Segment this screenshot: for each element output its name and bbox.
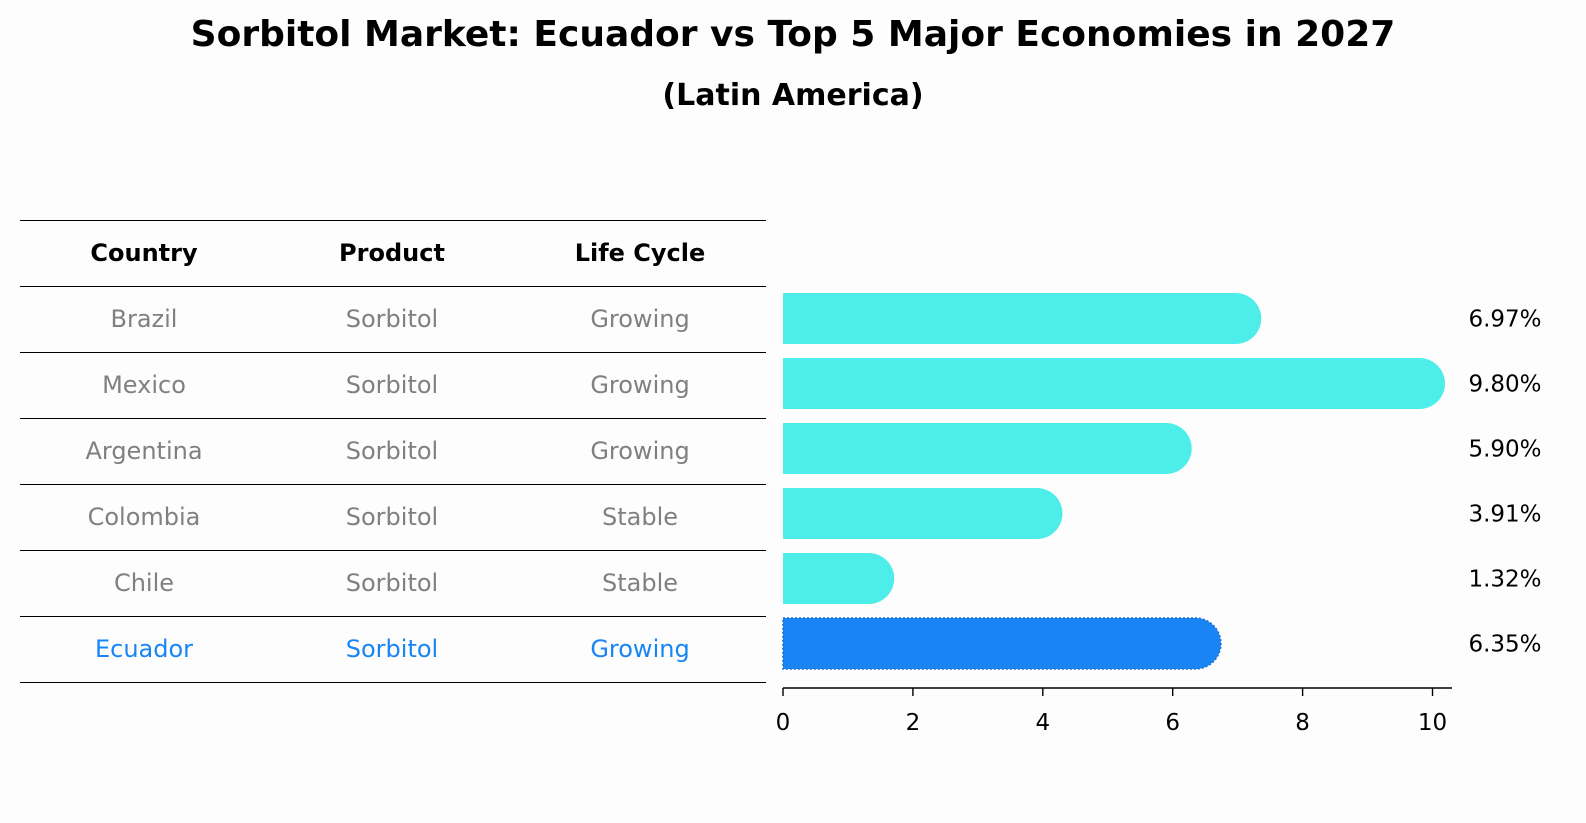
bar-argentina	[783, 423, 1192, 474]
table-cell-life-cycle: Stable	[601, 503, 679, 531]
table-rule	[20, 484, 766, 485]
table-cell-life-cycle: Stable	[601, 569, 679, 597]
table-cell-life-cycle: Growing	[590, 437, 690, 465]
table-cell-product: Sorbitol	[345, 371, 439, 399]
table-rule	[20, 352, 766, 353]
table-rule	[20, 616, 766, 617]
column-header-country: Country	[90, 239, 198, 267]
bar-chile	[783, 553, 895, 604]
bar-ecuador	[782, 617, 1222, 670]
table-cell-country: Mexico	[102, 371, 186, 399]
bar-value-label: 5.90%	[1468, 437, 1541, 463]
bar-value-label: 3.91%	[1468, 502, 1541, 528]
x-tick-label: 8	[1295, 710, 1310, 736]
bar-value-label: 6.35%	[1468, 632, 1541, 658]
chart-subtitle: (Latin America)	[662, 78, 924, 113]
bar-value-label: 9.80%	[1468, 372, 1541, 398]
table-cell-life-cycle: Growing	[590, 371, 690, 399]
x-tick-label: 6	[1165, 710, 1180, 736]
bar-value-label: 6.97%	[1468, 307, 1541, 333]
column-header-life-cycle: Life Cycle	[574, 239, 706, 267]
table-cell-country: Chile	[113, 569, 175, 597]
table-rule	[20, 220, 766, 221]
table-cell-life-cycle: Growing	[590, 635, 690, 663]
table-cell-product: Sorbitol	[345, 503, 439, 531]
table-cell-life-cycle: Growing	[590, 305, 690, 333]
table-cell-country: Argentina	[85, 437, 203, 465]
table-cell-product: Sorbitol	[345, 635, 439, 663]
table-cell-product: Sorbitol	[345, 569, 439, 597]
table-cell-product: Sorbitol	[345, 305, 439, 333]
x-tick-label: 0	[776, 710, 791, 736]
table-rule	[20, 418, 766, 419]
x-tick-label: 4	[1035, 710, 1050, 736]
table-rule	[20, 682, 766, 683]
bar-brazil	[783, 293, 1262, 344]
x-tick-label: 2	[906, 710, 921, 736]
bar-mexico	[783, 358, 1446, 409]
table-cell-country: Colombia	[87, 503, 201, 531]
bar-value-label: 1.32%	[1468, 567, 1541, 593]
table-cell-country: Brazil	[110, 305, 178, 333]
x-tick-label: 10	[1418, 710, 1447, 736]
bar-colombia	[783, 488, 1063, 539]
table-cell-product: Sorbitol	[345, 437, 439, 465]
table-cell-country: Ecuador	[94, 635, 194, 663]
table-rule	[20, 286, 766, 287]
column-header-product: Product	[339, 239, 445, 267]
chart-title: Sorbitol Market: Ecuador vs Top 5 Major …	[190, 14, 1396, 55]
table-rule	[20, 550, 766, 551]
